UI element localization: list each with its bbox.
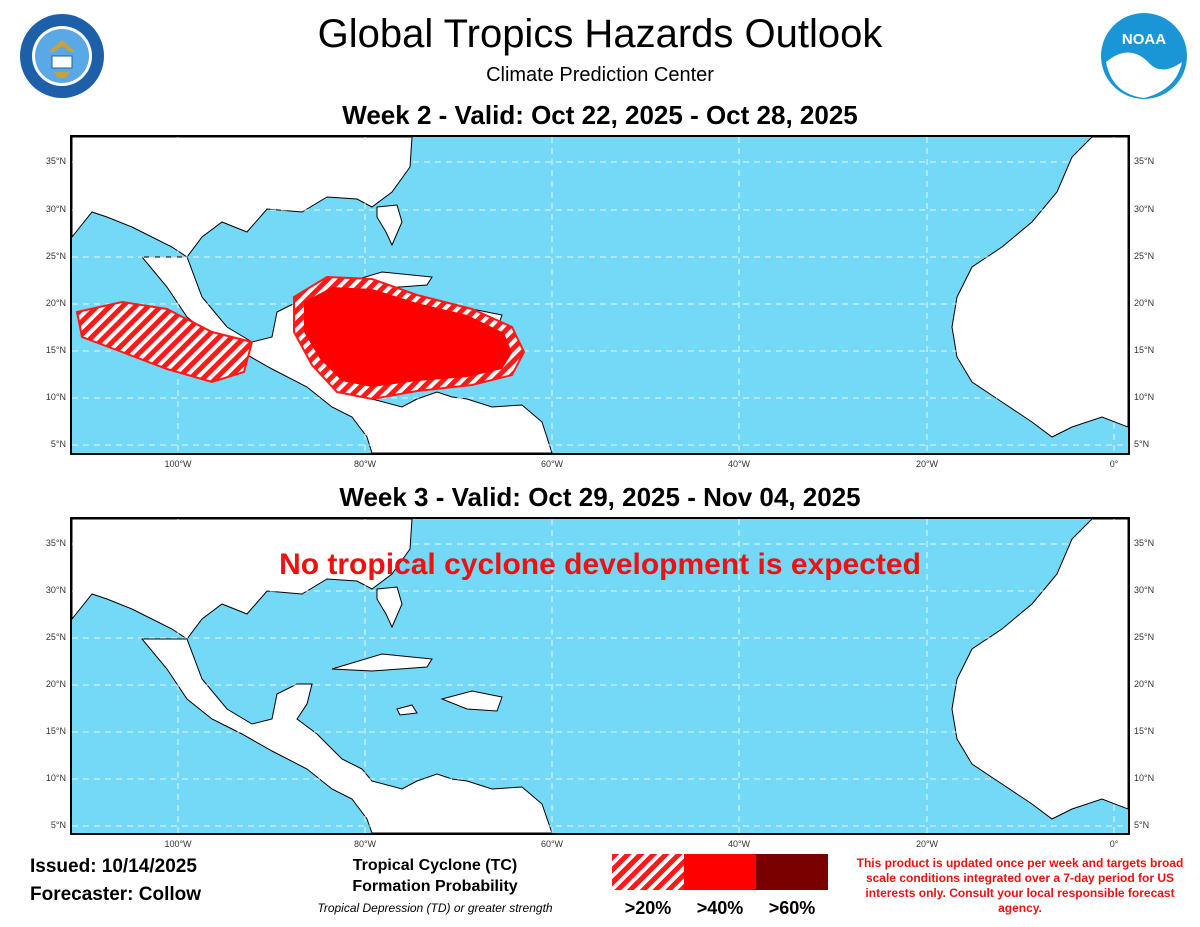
- map-gridlines: [72, 519, 1128, 833]
- lat-label: 15°N: [45, 726, 66, 736]
- lat-label: 5°N: [50, 439, 66, 449]
- lon-label: 60°W: [540, 839, 564, 849]
- noaa-logo-icon: NOAA: [1101, 13, 1187, 99]
- legend-title: Formation Probability: [352, 878, 518, 895]
- hazard-area-caribbean-40pct: [304, 287, 512, 387]
- lat-label: 35°N: [1134, 156, 1155, 166]
- lat-label: 5°N: [1134, 439, 1150, 449]
- lat-label: 20°N: [1134, 298, 1155, 308]
- lon-label: 0°: [1109, 839, 1119, 849]
- hazard-area-eastern-pacific-20pct: [75, 300, 254, 384]
- week2-title: Week 2 - Valid: Oct 22, 2025 - Oct 28, 2…: [342, 100, 858, 130]
- legend-swatch-60pct: [756, 854, 828, 890]
- legend-label: >40%: [696, 898, 744, 918]
- lat-label: 35°N: [1134, 538, 1155, 548]
- lat-label: 10°N: [1134, 392, 1155, 402]
- lon-label: 100°W: [164, 839, 192, 849]
- noaa-logo-text: NOAA: [1122, 31, 1166, 48]
- week3-map: [70, 517, 1130, 835]
- lat-label: 10°N: [45, 773, 66, 783]
- land-areas: [72, 137, 1128, 453]
- page-title: Global Tropics Hazards Outlook: [317, 12, 883, 56]
- lat-label: 15°N: [1134, 726, 1155, 736]
- lat-label: 10°N: [1134, 773, 1155, 783]
- lat-label: 30°N: [45, 585, 66, 595]
- lat-label: 15°N: [1134, 345, 1155, 355]
- lon-label: 40°W: [727, 459, 751, 469]
- disclaimer-text: This product is updated once per week an…: [856, 856, 1184, 915]
- week3-title: Week 3 - Valid: Oct 29, 2025 - Nov 04, 2…: [339, 482, 861, 512]
- lon-label: 20°W: [915, 459, 939, 469]
- legend-label: >60%: [768, 898, 816, 918]
- legend-swatch-20pct: [612, 854, 684, 890]
- legend-note: Tropical Depression (TD) or greater stre…: [317, 901, 553, 915]
- lat-label: 20°N: [45, 679, 66, 689]
- lat-label: 5°N: [50, 820, 66, 830]
- lat-label: 20°N: [45, 298, 66, 308]
- no-development-message: No tropical cyclone development is expec…: [279, 548, 921, 581]
- lat-label: 35°N: [45, 538, 66, 548]
- department-of-commerce-seal-icon: [20, 14, 104, 98]
- lat-label: 25°N: [1134, 632, 1155, 642]
- lat-label: 30°N: [1134, 204, 1155, 214]
- lat-label: 10°N: [45, 392, 66, 402]
- lon-label: 80°W: [353, 459, 377, 469]
- page-subtitle: Climate Prediction Center: [486, 64, 714, 86]
- lon-label: 80°W: [353, 839, 377, 849]
- lat-label: 20°N: [1134, 679, 1155, 689]
- land-areas: [72, 519, 1128, 833]
- lat-label: 25°N: [45, 251, 66, 261]
- lon-label: 100°W: [164, 459, 192, 469]
- lat-label: 30°N: [45, 204, 66, 214]
- legend-title: Tropical Cyclone (TC): [352, 857, 518, 874]
- lat-label: 30°N: [1134, 585, 1155, 595]
- forecaster-name: Forecaster: Collow: [30, 884, 202, 905]
- issued-date: Issued: 10/14/2025: [30, 856, 197, 877]
- week2-map: [70, 135, 1130, 455]
- lat-label: 25°N: [45, 632, 66, 642]
- lat-label: 35°N: [45, 156, 66, 166]
- legend-label: >20%: [624, 898, 672, 918]
- lat-label: 25°N: [1134, 251, 1155, 261]
- legend-swatch-40pct: [684, 854, 756, 890]
- lat-label: 5°N: [1134, 820, 1150, 830]
- lon-label: 60°W: [540, 459, 564, 469]
- lon-label: 0°: [1109, 459, 1119, 469]
- lon-label: 20°W: [915, 839, 939, 849]
- lon-label: 40°W: [727, 839, 751, 849]
- lat-label: 15°N: [45, 345, 66, 355]
